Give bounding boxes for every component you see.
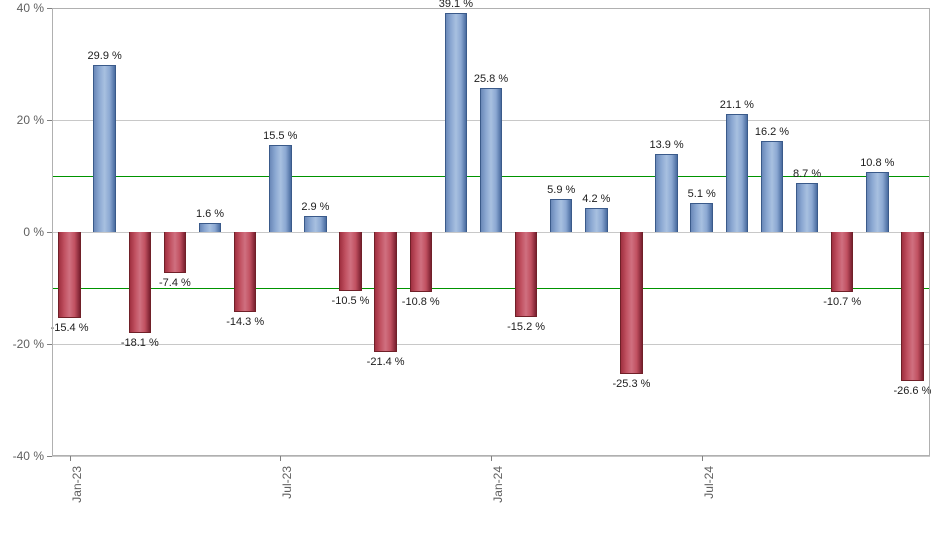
y-axis-tick <box>47 120 52 121</box>
bar <box>58 232 80 318</box>
bar-chart: -15.4 % 29.9 % -18.1 % -7.4 % 1.6 % -14.3 % 15… <box>0 0 940 550</box>
x-axis-tick <box>491 456 492 461</box>
bar <box>655 154 677 232</box>
x-axis-tick <box>702 456 703 461</box>
bar <box>761 141 783 232</box>
bar <box>93 65 115 232</box>
bar-value-label: -10.5 % <box>332 295 370 307</box>
bar-value-label: -7.4 % <box>159 277 191 289</box>
y-axis-tick-label: 20 % <box>17 113 44 127</box>
bar <box>129 232 151 333</box>
bar <box>164 232 186 273</box>
bar <box>234 232 256 312</box>
bar-value-label: 2.9 % <box>301 201 329 213</box>
bar-value-label: 13.9 % <box>649 139 683 151</box>
bar-value-label: 29.9 % <box>88 50 122 62</box>
bar <box>796 183 818 232</box>
x-axis-tick <box>280 456 281 461</box>
bar <box>831 232 853 292</box>
bar <box>866 172 888 232</box>
bar <box>199 223 221 232</box>
bar-value-label: -10.8 % <box>402 296 440 308</box>
bar-value-label: 4.2 % <box>582 193 610 205</box>
bar-value-label: 21.1 % <box>720 99 754 111</box>
y-axis-tick <box>47 232 52 233</box>
y-axis-tick-label: 40 % <box>17 1 44 15</box>
bar-value-label: -21.4 % <box>367 356 405 368</box>
bar-value-label: -14.3 % <box>226 316 264 328</box>
bar-value-label: 15.5 % <box>263 130 297 142</box>
bar <box>550 199 572 232</box>
bar <box>269 145 291 232</box>
bar-value-label: 5.9 % <box>547 184 575 196</box>
bar <box>690 203 712 232</box>
bar <box>304 216 326 232</box>
y-axis-tick <box>47 456 52 457</box>
bar-value-label: -26.6 % <box>893 385 931 397</box>
bar <box>726 114 748 232</box>
bar-value-label: 25.8 % <box>474 73 508 85</box>
bar-value-label: -15.4 % <box>51 322 89 334</box>
bar <box>339 232 361 291</box>
plot-area: -15.4 % 29.9 % -18.1 % -7.4 % 1.6 % -14.3 % 15… <box>52 8 930 456</box>
bar <box>620 232 642 374</box>
bar-value-label: -25.3 % <box>613 378 651 390</box>
bar <box>585 208 607 232</box>
bar <box>410 232 432 292</box>
gridline <box>52 8 930 9</box>
x-axis-tick <box>70 456 71 461</box>
bar-value-label: 16.2 % <box>755 126 789 138</box>
bar-value-label: 39.1 % <box>439 0 473 10</box>
x-axis-tick-label: Jan-23 <box>70 466 84 516</box>
bar <box>445 13 467 232</box>
x-axis-tick-label: Jan-24 <box>491 466 505 516</box>
bar-value-label: -18.1 % <box>121 337 159 349</box>
bar-value-label: 5.1 % <box>688 188 716 200</box>
bar-value-label: 8.7 % <box>793 168 821 180</box>
y-axis-tick <box>47 8 52 9</box>
bar-value-label: 1.6 % <box>196 208 224 220</box>
bar <box>901 232 923 381</box>
bar <box>480 88 502 232</box>
x-axis-tick-label: Jul-24 <box>702 466 716 516</box>
y-axis-tick-label: 0 % <box>23 225 44 239</box>
y-axis-tick-label: -20 % <box>13 337 44 351</box>
x-axis-tick-label: Jul-23 <box>280 466 294 516</box>
gridline <box>52 344 930 345</box>
bar-value-label: -10.7 % <box>823 296 861 308</box>
y-axis-tick-label: -40 % <box>13 449 44 463</box>
y-axis-tick <box>47 344 52 345</box>
bar <box>515 232 537 317</box>
bar <box>374 232 396 352</box>
bar-value-label: -15.2 % <box>507 321 545 333</box>
bar-value-label: 10.8 % <box>860 157 894 169</box>
